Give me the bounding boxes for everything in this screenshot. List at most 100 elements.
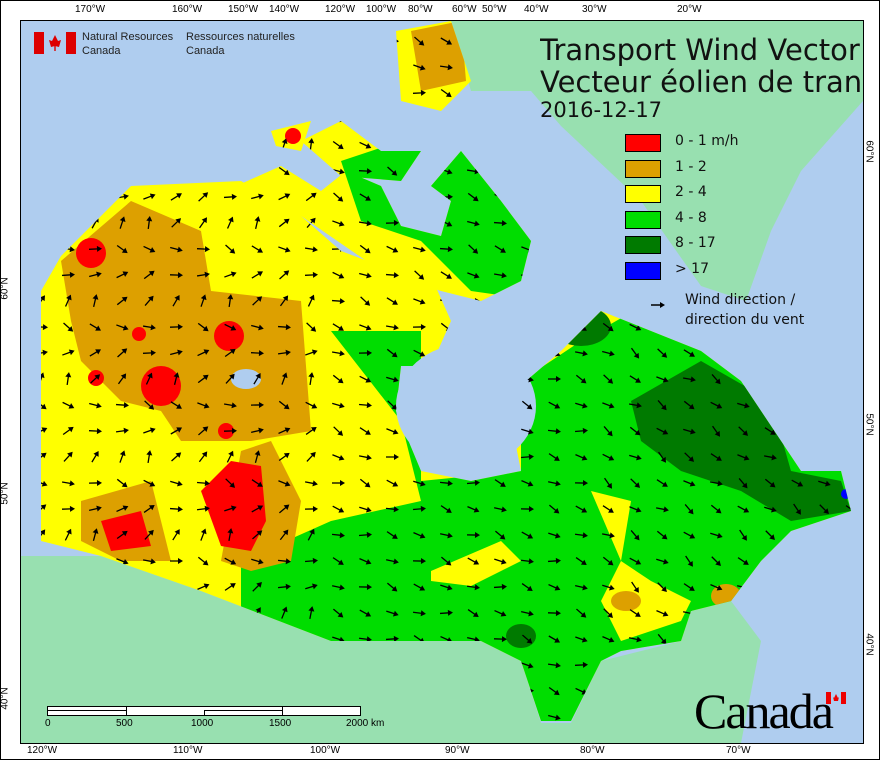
wind-arrow-icon: [88, 428, 102, 435]
top-tick: 140°W: [269, 4, 300, 15]
wind-arrow-icon: [305, 583, 318, 590]
scale-label: 2000 km: [346, 718, 385, 729]
wind-arrow-icon: [359, 375, 372, 383]
top-tick: 30°W: [582, 4, 607, 15]
wind-arrow-icon: [144, 529, 154, 540]
wind-arrow-icon: [305, 349, 318, 356]
wind-arrow-icon: [574, 350, 588, 357]
wind-arrow-icon: [765, 530, 775, 540]
wind-arrow-icon: [251, 505, 264, 513]
wind-arrow-icon: [440, 88, 452, 98]
wind-arrow-icon: [494, 530, 506, 540]
wind-arrow-icon: [278, 246, 291, 253]
wind-arrow-icon: [385, 558, 399, 565]
left-tick: 40°N: [0, 687, 11, 710]
wind-arrow-icon: [280, 61, 288, 73]
wind-arrow-icon: [65, 372, 72, 386]
wind-arrow-icon: [223, 168, 237, 175]
wind-arrow-icon: [41, 349, 48, 356]
wind-arrow-icon: [547, 428, 561, 435]
wind-arrow-icon: [225, 373, 235, 384]
wind-arrow-icon: [602, 636, 615, 643]
wind-arrow-icon: [253, 372, 261, 385]
wind-arrow-icon: [227, 528, 234, 542]
wind-arrow-icon: [818, 583, 831, 591]
wind-arrow-icon: [277, 90, 291, 97]
wind-arrow-icon: [412, 142, 426, 149]
wind-arrow-icon: [522, 634, 533, 644]
wind-arrow-icon: [252, 530, 263, 540]
wind-arrow-icon: [818, 167, 831, 175]
united-states: [21, 556, 761, 743]
wind-arrow-icon: [493, 272, 507, 279]
map-title: Transport Wind Vector Vecteur éolien de …: [540, 34, 862, 98]
wind-arrow-icon: [818, 635, 830, 644]
wind-arrow-icon: [412, 89, 426, 96]
bottom-tick: 80°W: [580, 745, 605, 756]
wind-arrow-icon: [385, 90, 399, 97]
wind-arrow-icon: [198, 192, 209, 202]
wind-arrow-icon: [358, 402, 372, 409]
wind-arrow-icon: [41, 90, 48, 97]
wind-arrow-icon: [467, 272, 480, 279]
wind-arrow-icon: [360, 296, 371, 306]
wind-arrow-icon: [359, 193, 372, 201]
wind-arrow-icon: [359, 478, 371, 488]
wind-arrow-icon: [200, 60, 207, 73]
wind-arrow-icon: [547, 557, 561, 564]
wind-arrow-icon: [146, 216, 153, 230]
scale-label: 1000: [191, 718, 214, 729]
wind-arrow-icon: [656, 610, 669, 617]
bottom-tick: 120°W: [27, 745, 58, 756]
wind-arrow-icon: [494, 609, 507, 617]
wind-arrow-icon: [145, 372, 153, 385]
wind-arrow-icon: [412, 610, 426, 617]
wind-arrow-icon: [359, 272, 372, 279]
wind-arrow-icon: [467, 506, 480, 513]
wind-arrow-icon: [548, 532, 561, 539]
wind-arrow-icon: [792, 634, 802, 645]
wind-arrow-icon: [576, 192, 587, 202]
title-fr: Vecteur éolien de transport: [540, 65, 862, 98]
wind-arrow-icon: [63, 451, 73, 462]
map-svg: [21, 21, 863, 743]
wind-arrow-icon: [116, 478, 128, 488]
wind-arrow-icon: [254, 450, 261, 463]
wind-arrow-icon: [170, 558, 183, 564]
wind-arrow-icon: [738, 426, 749, 436]
wind-arrow-icon: [846, 659, 851, 671]
wind-arrow-icon: [413, 480, 426, 487]
canada-flag-icon: [34, 32, 76, 54]
wind-arrow-icon: [494, 479, 506, 487]
wind-arrow-icon: [547, 610, 561, 617]
wind-arrow-icon: [170, 401, 182, 409]
wind-arrow-icon: [143, 504, 155, 513]
wind-arrow-icon: [143, 427, 156, 434]
wind-arrow-icon: [792, 218, 802, 229]
wind-arrow-icon: [173, 372, 180, 385]
wind-arrow-icon: [602, 505, 614, 513]
wind-arrow-icon: [250, 401, 264, 408]
wind-arrow-icon: [116, 296, 128, 306]
wind-arrow-icon: [818, 532, 831, 539]
wind-arrow-icon: [386, 428, 399, 435]
wind-arrow-icon: [764, 272, 777, 279]
wind-arrow-icon: [574, 298, 588, 305]
wind-map[interactable]: [20, 20, 864, 744]
wind-arrow-icon: [845, 219, 851, 225]
wind-arrow-icon: [413, 246, 426, 253]
wind-arrow-icon: [602, 453, 615, 461]
wind-arrow-icon: [602, 219, 615, 227]
org-en-line1: Natural Resources: [82, 31, 174, 43]
wind-arrow-icon: [845, 453, 851, 459]
top-tick: 150°W: [228, 4, 259, 15]
wind-arrow-icon: [223, 427, 237, 434]
wind-arrow-icon: [736, 350, 750, 357]
wind-arrow-icon: [494, 324, 507, 331]
wind-arrow-icon: [683, 531, 696, 539]
wind-arrow-icon: [63, 322, 74, 332]
wind-arrow-icon: [793, 503, 801, 515]
wind-arrow-icon: [764, 609, 777, 617]
wind-arrow-icon: [766, 633, 774, 645]
wind-arrow-icon: [41, 452, 47, 462]
